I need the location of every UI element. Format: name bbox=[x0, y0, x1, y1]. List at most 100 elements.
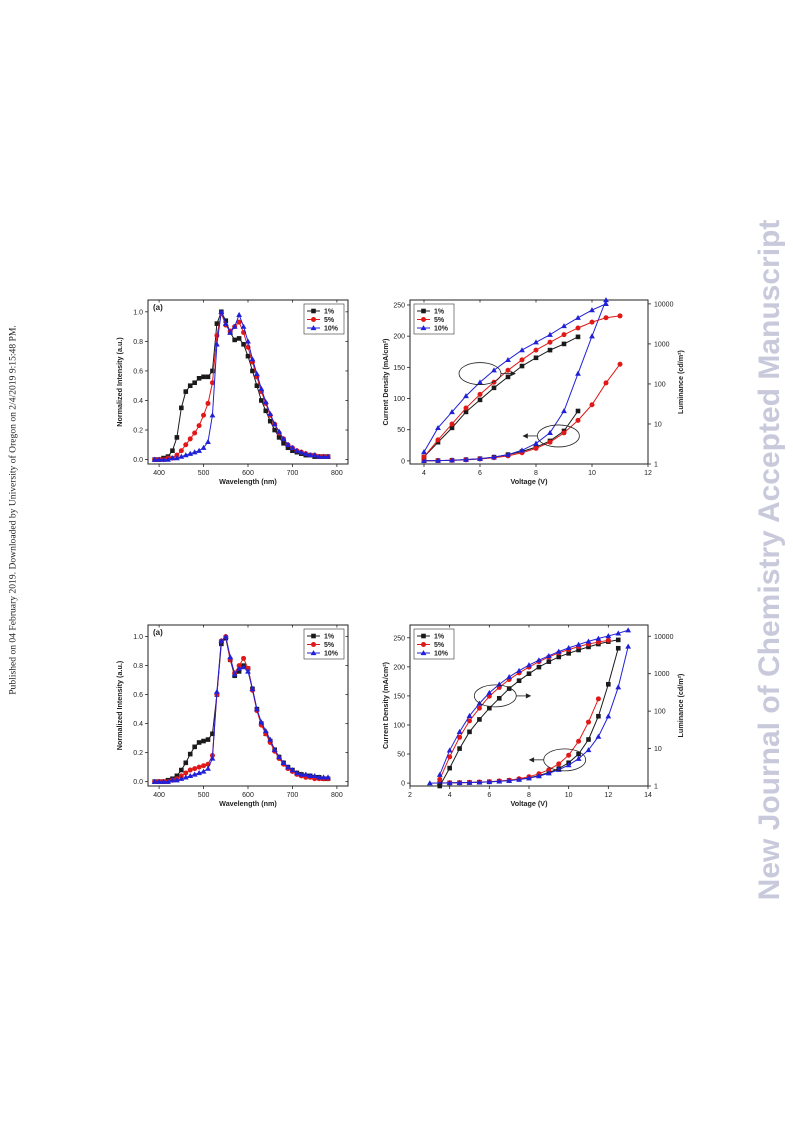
y-axis-label: Current Density (mA/cm²) bbox=[381, 338, 390, 426]
data-point bbox=[210, 368, 215, 374]
y-tick-label: 200 bbox=[393, 664, 405, 671]
data-point bbox=[547, 347, 553, 353]
legend-marker bbox=[311, 317, 316, 322]
data-point bbox=[192, 744, 197, 750]
annotation-ellipse bbox=[536, 424, 580, 448]
data-point bbox=[201, 763, 207, 769]
data-point bbox=[589, 319, 595, 325]
data-point bbox=[227, 329, 234, 335]
data-point bbox=[586, 719, 591, 725]
data-point bbox=[426, 780, 433, 786]
data-point bbox=[467, 729, 472, 735]
data-point bbox=[311, 452, 318, 458]
data-point bbox=[605, 633, 612, 639]
data-point bbox=[536, 664, 542, 670]
data-point bbox=[196, 376, 202, 381]
data-point bbox=[526, 671, 532, 677]
data-point bbox=[519, 347, 525, 353]
data-point bbox=[231, 671, 238, 677]
data-point bbox=[603, 380, 609, 386]
data-point bbox=[267, 410, 274, 416]
legend: 1%5% 10% bbox=[303, 303, 345, 335]
x-axis-label: Voltage (V) bbox=[510, 477, 548, 486]
data-point bbox=[245, 668, 251, 674]
journal-watermark-text: New Journal of Chemistry Accepted Manusc… bbox=[753, 219, 786, 901]
y2-tick-label: 1000 bbox=[654, 341, 670, 348]
data-point bbox=[575, 417, 581, 423]
legend-marker bbox=[421, 633, 426, 639]
data-point bbox=[205, 438, 211, 445]
data-point bbox=[209, 755, 216, 761]
data-point bbox=[486, 689, 493, 695]
series-10pct-left bbox=[421, 297, 609, 463]
data-point bbox=[210, 731, 215, 737]
data-point bbox=[151, 778, 158, 784]
data-point bbox=[307, 452, 314, 458]
data-point bbox=[259, 398, 264, 403]
data-point bbox=[258, 719, 265, 725]
data-point bbox=[280, 759, 287, 765]
data-point bbox=[467, 718, 472, 724]
series-5pct-left bbox=[437, 696, 601, 786]
data-point bbox=[236, 665, 243, 671]
series-10pct-right bbox=[436, 627, 632, 777]
data-point bbox=[546, 767, 552, 773]
data-point bbox=[421, 454, 427, 460]
el-spectrum-chart-top: 400 500 600 700 800 0.0 0.2 0.4 0.6 0.8 1.0 Wavelen… bbox=[100, 292, 360, 504]
data-point bbox=[320, 774, 327, 780]
y2-tick-label: 1 bbox=[654, 462, 658, 469]
data-point bbox=[241, 655, 247, 661]
y-tick-label: 150 bbox=[393, 693, 405, 700]
data-point bbox=[249, 356, 256, 362]
y2-axis-label: Luminance (cd/m²) bbox=[676, 673, 685, 738]
x-axis-label: Wavelength (nm) bbox=[219, 477, 277, 486]
data-point bbox=[477, 717, 482, 722]
x-tick-label: 800 bbox=[331, 470, 343, 477]
x-tick-label: 700 bbox=[287, 470, 299, 477]
data-point bbox=[565, 644, 572, 651]
data-point bbox=[506, 686, 512, 691]
x-axis-label: Wavelength (nm) bbox=[219, 799, 277, 808]
data-point bbox=[586, 644, 591, 650]
data-point bbox=[446, 779, 453, 786]
data-point bbox=[214, 321, 220, 326]
data-point bbox=[218, 308, 225, 314]
annotation-ellipse bbox=[473, 684, 517, 708]
x-tick-label: 4 bbox=[422, 470, 426, 477]
data-point bbox=[589, 307, 595, 313]
data-point bbox=[519, 363, 525, 369]
data-point bbox=[165, 778, 171, 784]
x-tick-label: 8 bbox=[534, 470, 538, 477]
series-line bbox=[423, 410, 579, 462]
legend-marker bbox=[310, 325, 317, 331]
data-point bbox=[605, 713, 612, 719]
series-line bbox=[154, 310, 328, 461]
data-point bbox=[533, 355, 539, 361]
legend-label: 5% bbox=[324, 317, 335, 324]
x-tick-label: 10 bbox=[588, 470, 596, 477]
x-tick-label: 400 bbox=[153, 470, 165, 477]
series-10pct-right bbox=[421, 300, 609, 455]
data-point bbox=[556, 761, 562, 767]
journal-watermark: New Journal of Chemistry Accepted Manusc… bbox=[748, 195, 792, 925]
x-tick-label: 14 bbox=[644, 792, 652, 799]
data-point bbox=[192, 380, 197, 386]
data-point bbox=[201, 374, 206, 380]
data-point bbox=[182, 452, 189, 458]
data-point bbox=[595, 696, 601, 702]
data-point bbox=[435, 424, 441, 431]
data-point bbox=[437, 783, 443, 789]
data-point bbox=[491, 367, 497, 373]
series-10pct-left bbox=[426, 643, 632, 786]
data-point bbox=[205, 400, 211, 406]
data-point bbox=[476, 705, 482, 711]
x-tick-label: 12 bbox=[644, 470, 652, 477]
data-point bbox=[575, 755, 582, 761]
data-point bbox=[241, 342, 246, 347]
legend-label: 1% bbox=[324, 309, 335, 316]
data-point bbox=[192, 430, 198, 436]
data-point bbox=[240, 664, 247, 670]
data-point bbox=[302, 450, 309, 456]
data-point bbox=[178, 773, 184, 779]
data-point bbox=[463, 405, 469, 411]
